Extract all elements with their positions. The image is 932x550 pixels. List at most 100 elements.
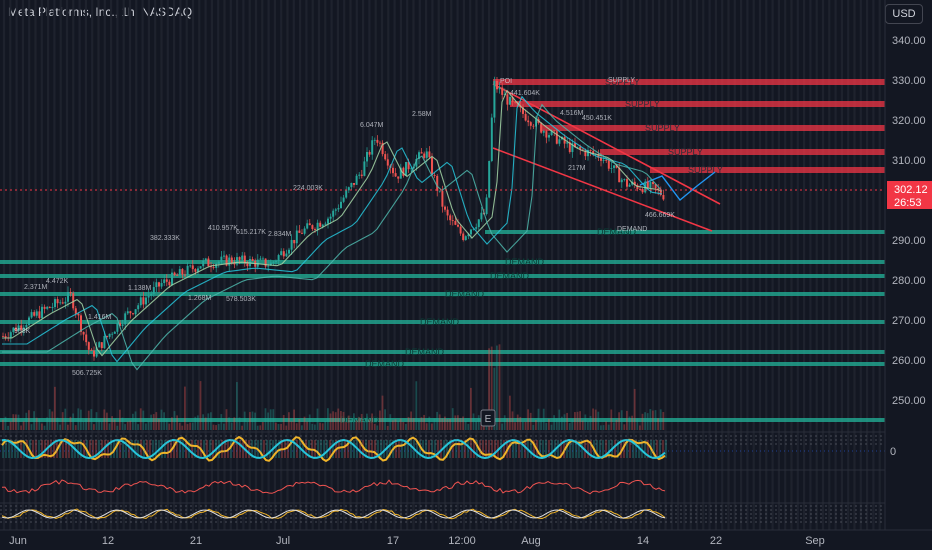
candle-body xyxy=(605,160,608,161)
oscillator-histogram-bar xyxy=(617,440,619,458)
oscillator-histogram-bar xyxy=(419,440,421,458)
volume-bar xyxy=(225,409,228,430)
oscillator-histogram-bar xyxy=(551,440,553,458)
candle-body xyxy=(280,251,283,256)
volume-bar xyxy=(316,408,319,430)
oscillator-histogram-bar xyxy=(350,440,352,458)
candle-body xyxy=(363,161,366,176)
candle-body xyxy=(373,139,376,141)
oscillator-histogram-bar xyxy=(647,440,649,458)
volume-bar xyxy=(475,421,477,430)
volume-bar xyxy=(389,414,392,430)
candle-body xyxy=(306,223,309,229)
wedge-top-line xyxy=(492,83,721,205)
projection-path xyxy=(639,171,716,202)
candle-body xyxy=(72,293,75,309)
candle-body xyxy=(171,272,173,286)
candle-body xyxy=(626,179,628,187)
volume-bar xyxy=(301,425,303,430)
candle-body xyxy=(67,291,69,302)
oscillator-histogram-bar xyxy=(338,440,340,458)
volume-bar xyxy=(22,421,25,430)
oscillator-histogram-bar xyxy=(467,440,469,458)
candle-body xyxy=(462,233,465,241)
volume-bar xyxy=(43,425,46,430)
oscillator-histogram-bar xyxy=(302,440,304,458)
demand-zone-label: DEMAND xyxy=(420,317,460,327)
candle-body xyxy=(415,158,418,167)
zones-layer: SUPPLYSUPPLYSUPPLYSUPPLYSUPPLYDEMANDDEMA… xyxy=(0,77,885,425)
volume-bar xyxy=(454,415,457,430)
candle-body xyxy=(256,259,259,267)
candle-body xyxy=(402,167,405,176)
oscillator-histogram-bar xyxy=(332,440,334,458)
demand-zone-label: DEMAND xyxy=(597,227,637,237)
candle-body xyxy=(113,331,116,334)
volume-bar xyxy=(425,423,428,430)
candle-body xyxy=(602,160,605,161)
wedge-trendlines xyxy=(492,83,721,232)
oscillator-line-b xyxy=(1,438,666,460)
candle-body xyxy=(376,139,379,143)
oscillator-histogram-bar xyxy=(161,440,163,458)
time-tick-label: 12 xyxy=(102,535,114,547)
oscillator-histogram-bar xyxy=(359,440,361,458)
volume-bar xyxy=(342,411,345,430)
volume-bar xyxy=(67,424,69,430)
volume-bar xyxy=(280,424,282,430)
supply-zone-label: SUPPLY xyxy=(625,99,660,109)
candle-body xyxy=(285,253,288,257)
candle-body xyxy=(358,174,361,176)
oscillator-histogram-bar xyxy=(326,440,328,458)
volume-bar xyxy=(116,425,119,430)
ma-line-long xyxy=(2,103,663,371)
volume-bar xyxy=(155,412,158,430)
oscillator-histogram-bar xyxy=(98,440,100,458)
oscillator-histogram-bar xyxy=(464,440,466,458)
oscillator-histogram-bar xyxy=(296,440,298,458)
annotation-label: 466.669K xyxy=(645,212,675,219)
volume-bar xyxy=(134,411,137,430)
oscillator-histogram-bar xyxy=(239,440,241,458)
oscillator-histogram-bar xyxy=(194,440,196,458)
candle-body xyxy=(576,146,579,148)
volume-bar xyxy=(93,424,95,430)
oscillator-histogram-bar xyxy=(38,440,40,458)
oscillator-histogram-bar xyxy=(317,440,319,458)
volume-bar xyxy=(433,418,436,430)
oscillator-histogram-bar xyxy=(488,440,490,458)
candle-body xyxy=(56,299,59,304)
volume-bar xyxy=(501,423,503,430)
oscillator-histogram-bar xyxy=(422,440,424,458)
candle-body xyxy=(41,306,43,319)
volume-bar xyxy=(498,344,501,430)
oscillator-histogram-bar xyxy=(389,440,391,458)
oscillator-histogram-bar xyxy=(569,440,571,458)
oscillator-histogram-bar xyxy=(407,440,409,458)
oscillator-histogram-bar xyxy=(512,440,514,458)
candle-body xyxy=(332,210,335,217)
oscillator-histogram-bar xyxy=(197,440,199,458)
volume-bar xyxy=(61,412,64,430)
volume-bar xyxy=(657,418,659,430)
oscillator-histogram-bar xyxy=(602,440,604,458)
candle-body xyxy=(334,209,337,211)
candle-body xyxy=(394,173,397,177)
candle-body xyxy=(85,334,88,343)
candle-body xyxy=(407,162,410,170)
price-tick-label: 330.00 xyxy=(892,75,926,87)
volume-bar xyxy=(160,409,163,430)
volume-bar xyxy=(477,415,480,430)
candle-body xyxy=(59,302,62,304)
supply-zone xyxy=(600,149,885,155)
volume-bar xyxy=(306,421,308,430)
candle-body xyxy=(87,342,90,350)
oscillator-histogram-bar xyxy=(26,440,28,458)
volume-bar xyxy=(654,410,657,430)
candle-body xyxy=(607,160,610,169)
volume-bar xyxy=(537,408,540,430)
supply-zone xyxy=(650,167,885,173)
candle-body xyxy=(212,267,215,268)
candle-body xyxy=(230,257,233,263)
